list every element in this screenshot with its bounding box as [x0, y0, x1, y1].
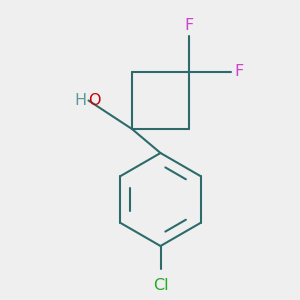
Text: H: H: [75, 93, 87, 108]
Text: Cl: Cl: [153, 278, 168, 293]
Text: F: F: [184, 18, 194, 33]
Text: O: O: [88, 93, 100, 108]
Text: F: F: [234, 64, 243, 80]
